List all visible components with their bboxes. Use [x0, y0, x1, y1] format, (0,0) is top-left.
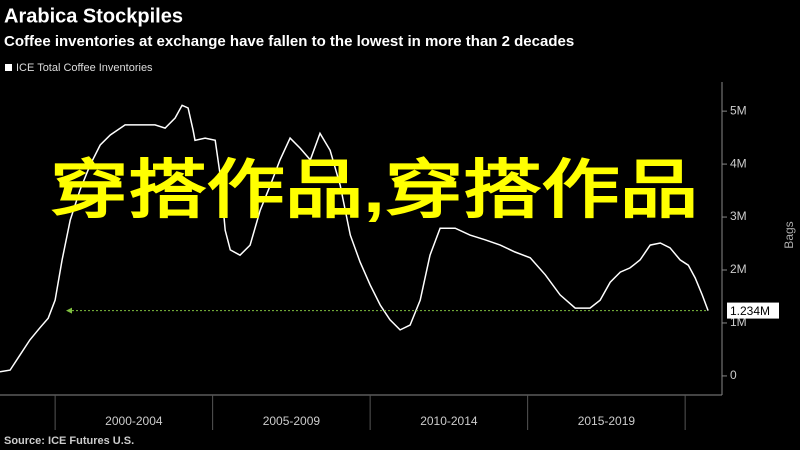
last-value-arrow	[66, 307, 72, 314]
y-tick-label: 1M	[730, 315, 747, 329]
x-tick-label: 2000-2004	[105, 414, 163, 428]
chart-subtitle: Coffee inventories at exchange have fall…	[4, 33, 574, 50]
y-tick-label: 5M	[730, 103, 747, 117]
chart-title: Arabica Stockpiles	[4, 5, 183, 27]
x-tick-label: 2010-2014	[420, 414, 478, 428]
y-tick-label: 4M	[730, 156, 747, 170]
y-axis-label: Bags	[782, 221, 796, 248]
value-label: 1.234M	[730, 304, 770, 318]
legend-swatch	[5, 64, 12, 71]
value-label-box	[727, 302, 779, 319]
y-tick-label: 3M	[730, 209, 747, 223]
series-line	[0, 104, 709, 373]
y-tick-label: 2M	[730, 262, 747, 276]
x-tick-label: 2005-2009	[263, 414, 321, 428]
source: Source: ICE Futures U.S.	[4, 435, 134, 447]
y-tick-label: 0	[730, 368, 737, 382]
x-tick-label: 2015-2019	[578, 414, 636, 428]
legend-label: ICE Total Coffee Inventories	[16, 62, 153, 74]
overlay-text: 穿搭作品,穿搭作品	[50, 154, 698, 226]
